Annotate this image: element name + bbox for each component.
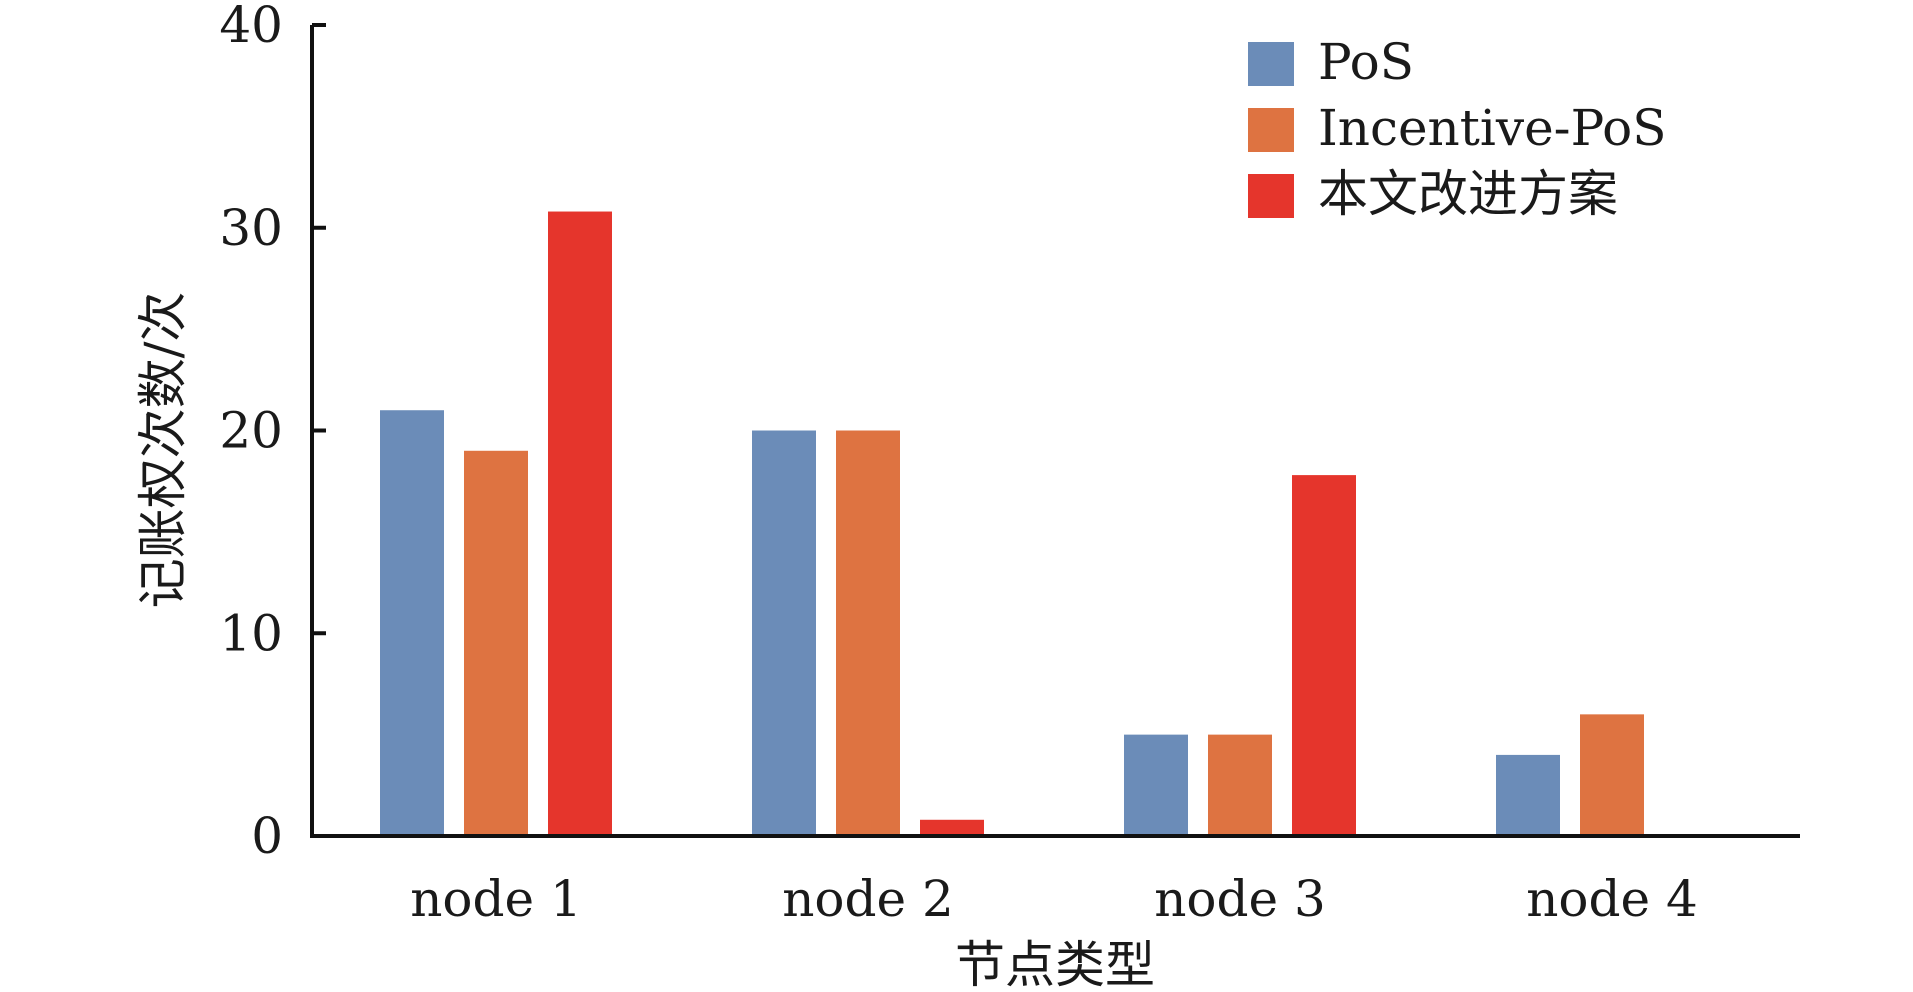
- x-tick-label: node 4: [1526, 870, 1698, 928]
- x-ticks-group: node 1 node 2 node 3 node 4: [410, 870, 1698, 928]
- legend-swatch: [1248, 108, 1294, 152]
- bar: [836, 430, 900, 836]
- legend-label: 本文改进方案: [1318, 165, 1618, 223]
- bar: [464, 450, 528, 836]
- y-axis-title: 记账权次数/次: [134, 292, 192, 609]
- bars-group: [380, 211, 1644, 836]
- bar: [1124, 734, 1188, 836]
- bar: [1292, 475, 1356, 836]
- bar: [1208, 734, 1272, 836]
- legend-label: Incentive-PoS: [1318, 99, 1667, 157]
- y-ticks-group: 0 10 20 30 40: [219, 0, 326, 865]
- bar: [380, 410, 444, 836]
- legend: PoS Incentive-PoS 本文改进方案: [1248, 33, 1667, 223]
- bar: [548, 211, 612, 836]
- x-axis-title: 节点类型: [955, 936, 1155, 992]
- x-tick-label: node 3: [1154, 870, 1326, 928]
- y-tick-label: 40: [219, 0, 283, 54]
- y-tick-label: 0: [251, 807, 283, 865]
- x-tick-label: node 2: [782, 870, 954, 928]
- x-tick-label: node 1: [410, 870, 582, 928]
- y-tick-label: 10: [219, 604, 283, 662]
- legend-label: PoS: [1318, 33, 1414, 91]
- legend-swatch: [1248, 42, 1294, 86]
- y-tick-label: 20: [219, 402, 283, 460]
- bar: [1496, 754, 1560, 836]
- bar: [920, 819, 984, 836]
- y-tick-label: 30: [219, 199, 283, 257]
- legend-swatch: [1248, 174, 1294, 218]
- bar: [752, 430, 816, 836]
- bar: [1580, 714, 1644, 836]
